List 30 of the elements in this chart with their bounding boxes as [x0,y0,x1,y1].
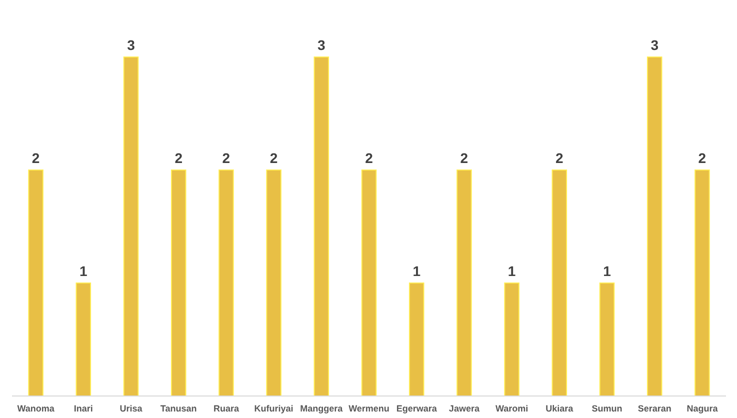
data-label: 1 [603,263,612,279]
data-label: 2 [460,150,468,166]
data-label: 2 [365,150,374,166]
x-tick-label: Sumun [592,403,622,414]
x-tick-label: Kufuriyai [254,403,294,414]
x-tick-label: Ukiara [546,403,574,414]
x-tick-label: Urisa [120,403,144,414]
data-label: 2 [222,150,230,166]
x-tick-label: Manggera [300,403,344,414]
data-label: 1 [80,263,88,279]
x-tick-label: Jawera [448,403,480,414]
data-label: 2 [556,150,564,166]
data-label: 2 [174,150,183,166]
x-tick-label: Tanusan [160,403,197,414]
x-tick-label: Seraran [638,403,672,414]
x-tick-label: Inari [74,403,93,414]
data-label: 2 [32,150,40,166]
data-label: 2 [270,150,278,166]
data-label: 2 [698,150,706,166]
x-tick-label: Wermenu [348,403,390,414]
data-label: 3 [127,37,136,53]
data-label: 3 [650,37,659,53]
data-label: 1 [508,263,516,279]
x-tick-label: Wanoma [17,403,56,414]
x-tick-label: Ruara [213,403,240,414]
x-tick-label: Egerwara [396,403,438,414]
data-label: 3 [318,37,326,53]
x-tick-label: Nagura [686,403,719,414]
data-label: 1 [412,263,421,279]
x-tick-label: Waromi [495,403,528,414]
